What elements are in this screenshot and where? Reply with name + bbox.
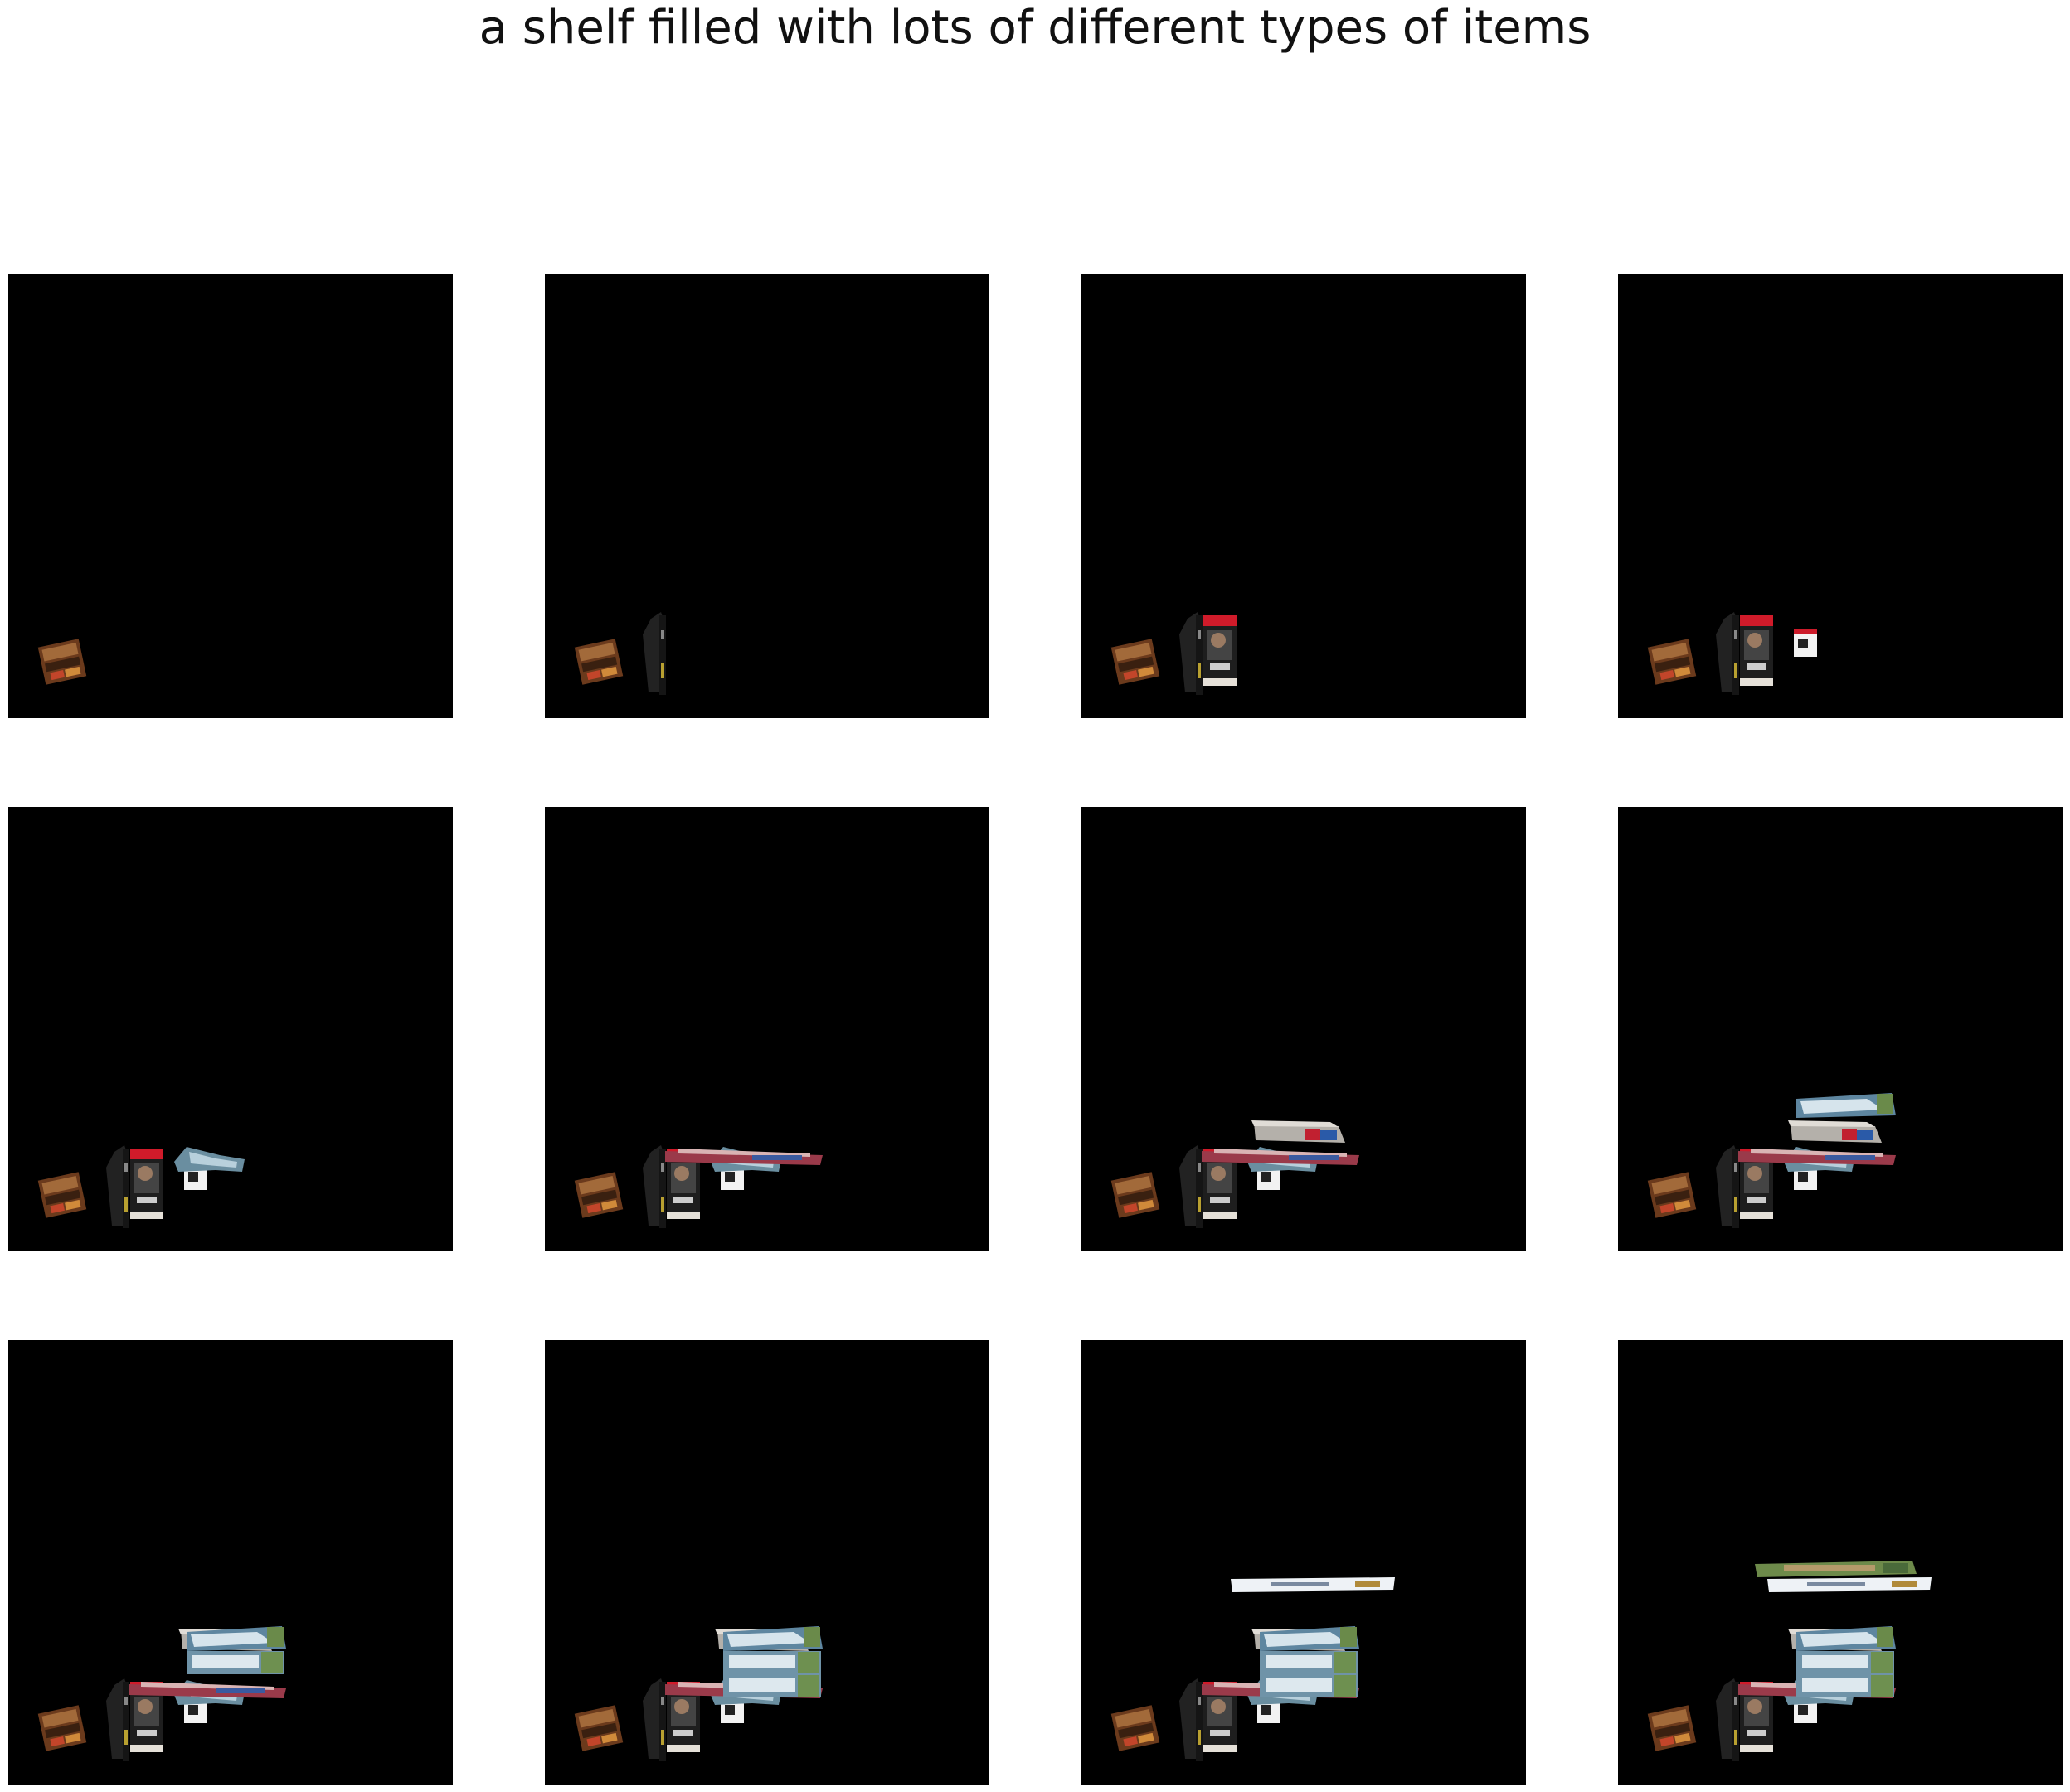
game-box [574, 1172, 624, 1218]
panel-step-5 [8, 807, 453, 1251]
scenic-box-1 [187, 1626, 286, 1651]
scenic-box-1 [1796, 1093, 1896, 1118]
dvd-case [1740, 615, 1773, 686]
tilted-slab [174, 1147, 245, 1172]
scenic-box-3 [1260, 1674, 1358, 1697]
panel-step-7 [1081, 807, 1526, 1251]
long-flat-box [1738, 1149, 1896, 1165]
figure-title: a shelf filled with lots of different ty… [479, 1, 1591, 55]
game-box [1647, 639, 1697, 685]
panel-step-2 [545, 274, 989, 718]
dark-spine-case [1179, 612, 1203, 695]
scenic-box-2 [1260, 1651, 1358, 1674]
game-box [37, 639, 87, 685]
panel-step-1 [8, 274, 453, 718]
panel-step-12 [1618, 1340, 2063, 1785]
long-flat-box [129, 1682, 286, 1698]
long-flat-box [665, 1149, 823, 1165]
game-box [1110, 1172, 1160, 1218]
dark-spine-case [1179, 1145, 1203, 1228]
game-box [1110, 1705, 1160, 1751]
game-box [1110, 639, 1160, 685]
dark-spine-case [1716, 1145, 1739, 1228]
panel-render [1647, 1093, 1896, 1228]
scenic-box-2 [187, 1651, 284, 1674]
dark-spine-case [1179, 1678, 1203, 1761]
panel-step-8 [1618, 807, 2063, 1251]
panel-step-9 [8, 1340, 453, 1785]
white-label-box [1767, 1577, 1932, 1592]
dark-spine-case [643, 1678, 666, 1761]
dvd-case [1203, 615, 1237, 686]
panel-render [574, 1145, 823, 1228]
game-box [1647, 1172, 1697, 1218]
game-box [1647, 1705, 1697, 1751]
dark-spine-case [643, 1145, 666, 1228]
panel-step-10 [545, 1340, 989, 1785]
game-box [574, 639, 624, 685]
panel-render [574, 612, 666, 695]
panel-step-4 [1618, 274, 2063, 718]
panel-step-11 [1081, 1340, 1526, 1785]
dvd-case [130, 1149, 163, 1219]
scenic-box-3 [1796, 1674, 1894, 1697]
panel-step-3 [1081, 274, 1526, 718]
game-box [574, 1705, 624, 1751]
stacked-box-a [1788, 1120, 1882, 1143]
dark-spine-case [643, 612, 666, 695]
dvd-case [667, 1682, 700, 1752]
scenic-box-1 [1260, 1626, 1359, 1651]
panel-render [574, 1626, 823, 1761]
stacked-box-a [1251, 1120, 1345, 1143]
panel-render [37, 1145, 245, 1228]
panel-render [37, 1626, 286, 1761]
panel-render [37, 639, 87, 685]
panel-render [1647, 612, 1817, 695]
scenic-box-1 [1796, 1626, 1896, 1651]
game-box [37, 1705, 87, 1751]
game-box [37, 1172, 87, 1218]
panel-render [1110, 612, 1237, 695]
panel-render [1110, 1120, 1359, 1228]
dark-spine-case [106, 1678, 129, 1761]
scenic-box-2 [1796, 1651, 1894, 1674]
top-green-box [1755, 1561, 1917, 1577]
panel-render [1110, 1577, 1395, 1761]
dark-spine-case [1716, 1678, 1739, 1761]
long-flat-box [1202, 1149, 1359, 1165]
panel-render [1647, 1561, 1932, 1761]
white-label-box [1231, 1577, 1395, 1592]
dark-spine-case [106, 1145, 129, 1228]
scenic-box-2 [723, 1651, 821, 1674]
scenic-box-3 [723, 1674, 821, 1697]
scenic-box-1 [723, 1626, 823, 1651]
small-box [1794, 629, 1817, 657]
dark-spine-case [1716, 612, 1739, 695]
panel-step-6 [545, 807, 989, 1251]
